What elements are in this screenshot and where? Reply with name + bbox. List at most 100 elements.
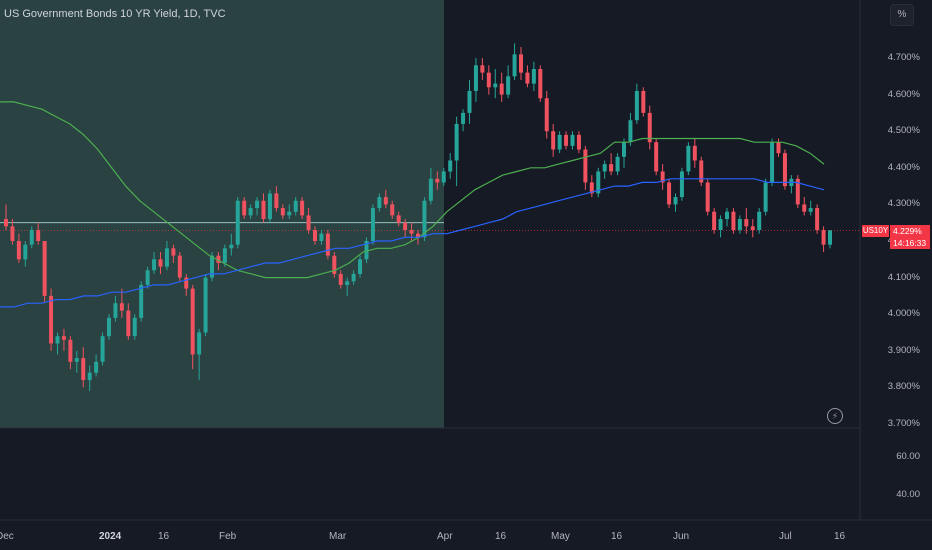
candle-body — [441, 171, 446, 183]
candle-body — [802, 204, 807, 212]
candle-body — [718, 219, 723, 231]
candle-body — [725, 211, 729, 220]
x-tick-label: May — [551, 531, 570, 542]
candle-body — [139, 284, 144, 318]
candle-body — [23, 244, 28, 260]
candle-body — [107, 317, 111, 337]
candle-body — [692, 145, 697, 161]
candle-body — [197, 332, 202, 355]
candle-body — [190, 288, 195, 355]
candle-body — [229, 244, 234, 249]
candle-body — [364, 241, 369, 260]
candle-body — [538, 68, 543, 99]
candle-body — [506, 76, 511, 95]
x-tick-label: Dec — [0, 531, 14, 542]
x-tick-label: Jun — [673, 531, 690, 542]
candle-body — [744, 219, 749, 227]
candle-body — [448, 160, 453, 172]
lower-pane-tick-label: 40.00 — [896, 489, 920, 500]
candle-body — [68, 339, 73, 362]
candle-body — [158, 259, 163, 267]
candle-body — [351, 273, 356, 282]
candle-body — [654, 142, 659, 172]
x-tick-label: 16 — [495, 531, 507, 542]
candle-body — [531, 68, 536, 84]
price-label: 4.229% — [893, 226, 922, 236]
candle-body — [287, 211, 292, 216]
candle-body — [673, 197, 678, 205]
candle-body — [55, 336, 60, 344]
candle-body — [164, 248, 169, 267]
candle-body — [319, 233, 324, 241]
y-tick-label: 4.100% — [887, 271, 920, 283]
candle-body — [145, 270, 150, 285]
candle-body — [808, 208, 813, 212]
candle-body — [705, 182, 710, 212]
candle-body — [177, 255, 182, 278]
candle-body — [776, 142, 781, 154]
ma-long-line — [0, 101, 825, 279]
candle-body — [87, 372, 92, 381]
candle-body — [16, 241, 21, 260]
candle-body — [615, 156, 620, 172]
candle-body — [216, 255, 221, 263]
candle-body — [493, 83, 498, 88]
flash-icon[interactable]: ⚡ — [827, 408, 843, 424]
y-tick-label: 3.800% — [887, 381, 920, 393]
candle-body — [782, 153, 787, 187]
candle-body — [171, 248, 176, 256]
candle-body — [499, 83, 504, 95]
candle-body — [570, 134, 575, 146]
candle-body — [49, 295, 54, 344]
candle-body — [132, 317, 137, 337]
candle-body — [564, 134, 569, 146]
candle-body — [461, 112, 466, 124]
y-tick-label: 4.300% — [887, 198, 920, 210]
candle-body — [61, 336, 66, 340]
candle-body — [255, 200, 260, 209]
candle-body — [641, 90, 646, 113]
price-badge: 4.229% 14:16:33 — [890, 225, 930, 249]
candle-body — [435, 178, 440, 183]
candle-body — [660, 171, 665, 183]
candle-body — [416, 233, 420, 238]
candle-body — [280, 208, 285, 216]
candle-body — [274, 193, 279, 209]
candle-body — [647, 112, 652, 143]
candle-body — [222, 248, 227, 263]
candle-body — [74, 358, 79, 362]
candle-body — [184, 277, 189, 289]
x-tick-label: 2024 — [99, 531, 122, 542]
candle-body — [119, 303, 124, 311]
candle-body — [94, 361, 99, 373]
candle-body — [795, 178, 800, 205]
candle-body — [486, 72, 491, 88]
candle-body — [679, 171, 684, 198]
candle-body — [29, 230, 34, 245]
candle-body — [519, 54, 523, 73]
y-tick-label: 4.600% — [887, 88, 920, 100]
candle-body — [512, 54, 517, 77]
candle-body — [473, 65, 478, 91]
ticker-badge: US10Y — [862, 225, 889, 237]
candle-body — [596, 171, 601, 194]
candle-body — [622, 142, 626, 157]
candle-body — [10, 226, 15, 241]
candle-body — [828, 230, 832, 245]
ma-short-line — [0, 178, 825, 308]
candle-body — [628, 120, 633, 143]
x-tick-label: 16 — [611, 531, 623, 542]
candle-body — [602, 164, 607, 172]
candle-body — [422, 200, 427, 238]
x-tick-label: 16 — [158, 531, 170, 542]
y-tick-label: 4.400% — [887, 161, 920, 173]
candle-body — [583, 149, 588, 183]
x-tick-label: Apr — [437, 531, 453, 542]
candle-body — [712, 211, 717, 231]
unit-button[interactable]: % — [890, 4, 914, 26]
chart-title: US Government Bonds 10 YR Yield, 1D, TVC — [4, 8, 226, 20]
candle-body — [750, 226, 755, 231]
candle-body — [345, 281, 350, 285]
candle-body — [686, 145, 691, 172]
